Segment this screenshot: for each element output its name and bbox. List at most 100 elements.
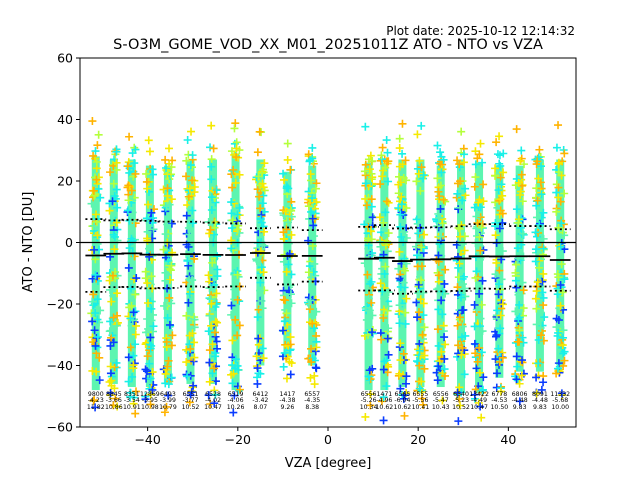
scatter-point — [458, 280, 467, 289]
scatter-point — [368, 249, 377, 258]
scatter-point — [498, 353, 507, 362]
scatter-point — [93, 315, 102, 324]
scatter-point — [533, 232, 542, 241]
scatter-point — [145, 359, 154, 368]
scatter-point — [186, 161, 195, 170]
scatter-outlier — [94, 130, 103, 139]
scatter-point — [258, 179, 267, 188]
scatter-point — [532, 160, 541, 169]
scatter-point — [308, 214, 317, 223]
scatter-point — [532, 320, 541, 329]
scatter-point — [93, 332, 102, 341]
scatter-point — [517, 170, 526, 179]
scatter-point — [476, 314, 485, 323]
scatter-point — [212, 186, 221, 195]
scatter-outlier — [231, 119, 240, 128]
scatter-point — [112, 185, 121, 194]
scatter-point — [160, 301, 169, 310]
scatter-point — [164, 380, 173, 389]
scatter-point — [124, 158, 133, 167]
scatter-point — [365, 306, 374, 315]
scatter-point — [91, 341, 100, 350]
scatter-point — [536, 331, 545, 340]
scatter-point — [361, 160, 370, 169]
scatter-point — [306, 170, 315, 179]
bin-mean-label: -3.95 — [142, 397, 158, 404]
scatter-point — [279, 234, 288, 243]
y-tick-label: 60 — [57, 51, 73, 66]
scatter-point — [165, 320, 174, 329]
scatter-point — [415, 156, 424, 165]
scatter-point — [233, 361, 242, 370]
scatter-point — [165, 275, 174, 284]
scatter-point — [552, 207, 561, 216]
scatter-point — [461, 292, 470, 301]
scatter-point — [306, 296, 315, 305]
scatter-point — [207, 321, 216, 330]
scatter-outlier — [131, 409, 140, 418]
scatter-outlier — [185, 398, 194, 407]
scatter-outlier — [476, 139, 485, 148]
scatter-point — [435, 192, 444, 201]
scatter-point — [106, 326, 115, 335]
scatter-point — [514, 178, 523, 187]
scatter-outlier — [113, 402, 122, 411]
scatter-point — [287, 212, 296, 221]
scatter-point — [539, 269, 548, 278]
scatter-point — [167, 373, 176, 382]
scatter-point — [512, 205, 521, 214]
scatter-point — [147, 208, 156, 217]
scatter-point — [367, 195, 376, 204]
scatter-core-band — [556, 159, 565, 366]
bin-stats: 6557-4.358.38 — [304, 391, 320, 411]
scatter-column — [398, 159, 407, 388]
scatter-point — [235, 385, 244, 394]
bin-count-label: 6519 — [228, 391, 244, 398]
scatter-point — [141, 365, 150, 374]
scatter-point — [90, 190, 99, 199]
scatter-point — [125, 303, 134, 312]
scatter-point — [365, 165, 374, 174]
scatter-core-band — [535, 159, 544, 372]
scatter-point — [554, 183, 563, 192]
scatter-point — [88, 297, 97, 306]
scatter-point — [552, 143, 561, 152]
y-tick-label: −40 — [47, 358, 73, 373]
bin-count-label: 6556 — [433, 391, 449, 398]
scatter-point — [210, 364, 219, 373]
scatter-point — [89, 151, 98, 160]
scatter-point — [495, 196, 504, 205]
scatter-point — [310, 324, 319, 333]
scatter-point — [257, 296, 266, 305]
scatter-point — [382, 382, 391, 391]
scatter-point — [142, 367, 151, 376]
scatter-outlier — [361, 122, 370, 131]
scatter-point — [96, 193, 105, 202]
scatter-point — [234, 386, 243, 395]
scatter-point — [286, 333, 295, 342]
bin-mean-label: -3.42 — [252, 397, 268, 404]
bin-std-label: 10.52 — [452, 404, 470, 411]
scatter-point — [458, 306, 467, 315]
bin-count-label: 6556 — [361, 391, 377, 398]
scatter-point — [518, 197, 527, 206]
scatter-point — [163, 220, 172, 229]
scatter-point — [479, 197, 488, 206]
scatter-point — [91, 255, 100, 264]
scatter-point — [167, 261, 176, 270]
scatter-point — [207, 206, 216, 215]
scatter-point — [434, 362, 443, 371]
scatter-point — [109, 313, 118, 322]
scatter-point — [233, 331, 242, 340]
scatter-point — [92, 333, 101, 342]
scatter-point — [148, 385, 157, 394]
scatter-point — [287, 230, 296, 239]
scatter-point — [396, 210, 405, 219]
scatter-outlier — [361, 412, 370, 421]
scatter-point — [414, 229, 423, 238]
scatter-point — [88, 317, 97, 326]
bin-count-label: 6412 — [252, 391, 268, 398]
scatter-point — [457, 293, 466, 302]
